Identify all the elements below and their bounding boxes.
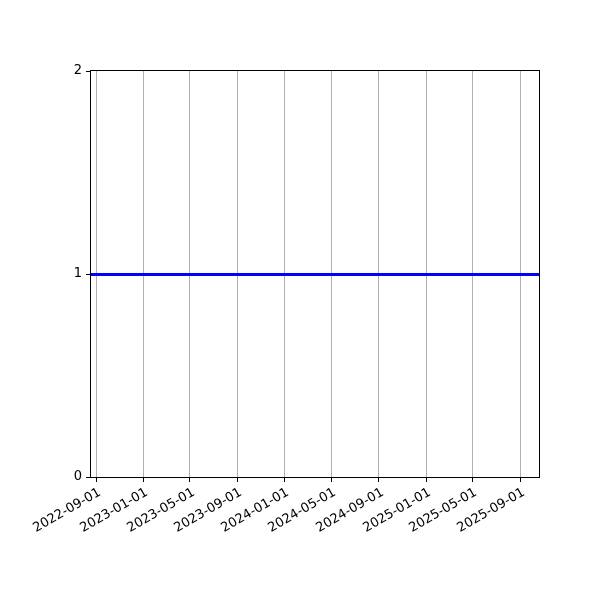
x-tick-mark [95, 478, 97, 482]
series-line-constant-line [91, 272, 539, 276]
y-tick-label: 1 [73, 266, 82, 281]
x-tick-mark [283, 478, 285, 482]
x-tick-mark [330, 478, 332, 482]
x-tick-mark [378, 478, 380, 482]
x-tick-mark [236, 478, 238, 482]
x-tick-mark [471, 478, 473, 482]
x-tick-mark [142, 478, 144, 482]
y-tick-mark [86, 273, 90, 275]
y-tick-label: 0 [73, 469, 82, 484]
x-tick-mark [519, 478, 521, 482]
x-tick-mark [189, 478, 191, 482]
y-tick-label: 2 [73, 63, 82, 78]
y-tick-mark [86, 476, 90, 478]
plot-area [90, 70, 540, 478]
x-tick-mark [425, 478, 427, 482]
y-tick-mark [86, 70, 90, 72]
